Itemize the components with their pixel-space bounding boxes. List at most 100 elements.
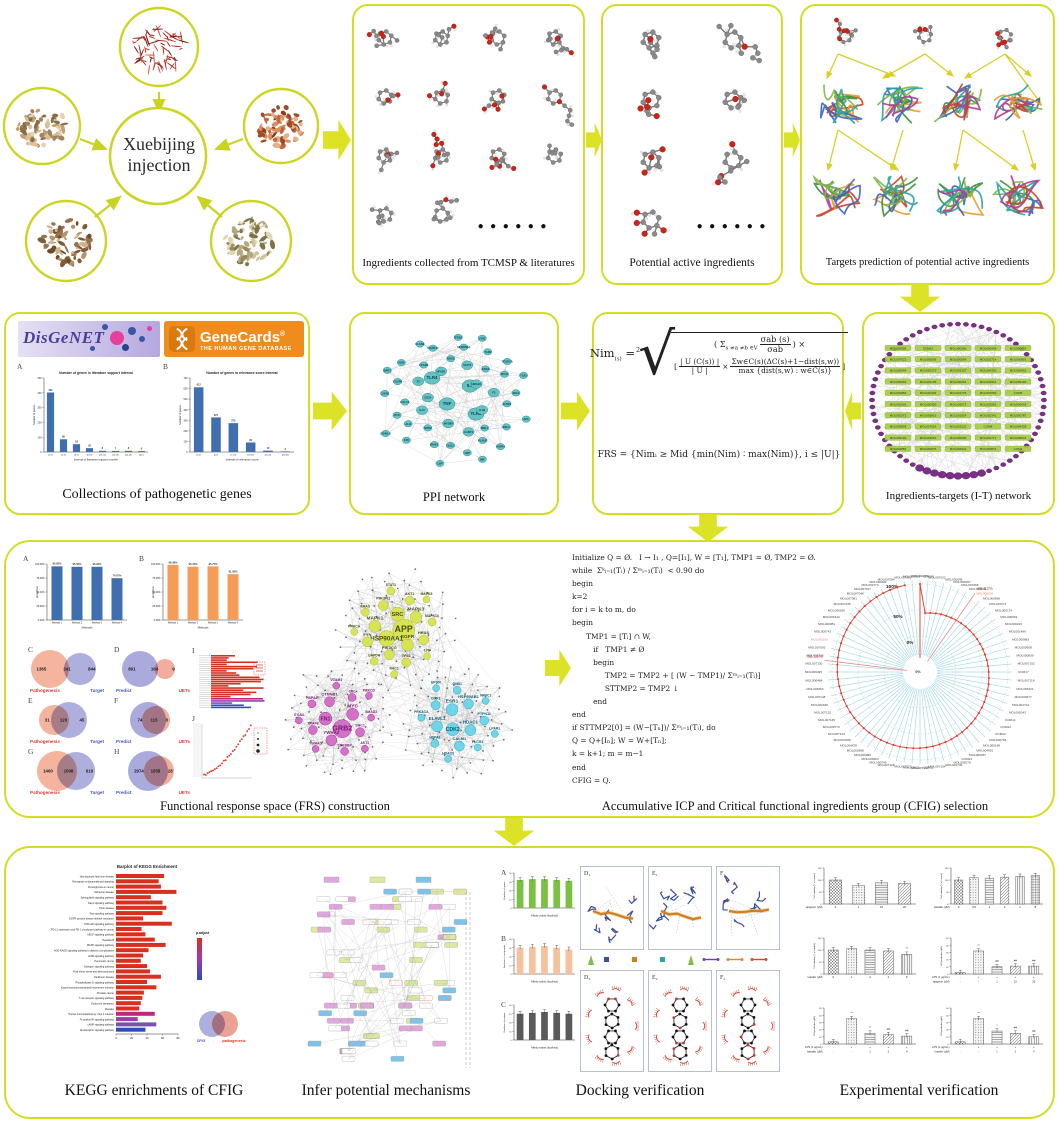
svg-text:Method 2: Method 2 (188, 622, 199, 625)
svg-text:MOL007068: MOL007068 (961, 583, 978, 587)
svg-text:EGFR: EGFR (401, 634, 415, 640)
svg-text:E₁: E₁ (652, 871, 658, 877)
ellipsis-ingredients: ● ● ● ● ● ● (477, 221, 549, 232)
svg-text:FGB: FGB (479, 336, 485, 340)
svg-text:40: 40 (509, 939, 512, 941)
genecards-dna-icon (169, 326, 195, 352)
docking-proteins-chart: 0 10 20 30 40 Numbers of proteins Affinity val… (498, 998, 578, 1067)
svg-text:MOL000422: MOL000422 (1010, 346, 1027, 350)
svg-text:MOL002773: MOL002773 (862, 583, 879, 587)
svg-text:TLR2: TLR2 (471, 411, 483, 416)
svg-text:MOL007118: MOL007118 (1018, 678, 1035, 682)
svg-text:90.16%: 90.16% (807, 654, 823, 659)
svg-text:##: ## (905, 1028, 909, 1032)
panel-ingredients (352, 4, 585, 285)
svg-text:8: 8 (102, 447, 104, 450)
svg-text:UETs: UETs (179, 688, 191, 693)
svg-text:##: ## (887, 1027, 891, 1031)
svg-text:MOL000096: MOL000096 (950, 436, 967, 440)
ingredients-molecules (355, 8, 582, 259)
svg-text:MOL000392: MOL000392 (890, 380, 907, 384)
panel-targets-prediction (800, 4, 1055, 285)
svg-text:AGE-RAGE signaling pathway in: AGE-RAGE signaling pathway in diabetic c… (54, 950, 115, 953)
svg-text:MOL000714: MOL000714 (995, 608, 1012, 612)
svg-text:ITGB2: ITGB2 (454, 335, 462, 339)
svg-text:MOL001002: MOL001002 (890, 402, 907, 406)
svg-text:Numbers of compounds: Numbers of compounds (503, 944, 506, 968)
svg-text:MOL006331: MOL006331 (950, 447, 967, 451)
svg-text:9: 9 (172, 667, 175, 672)
svg-text:**: ** (869, 1026, 872, 1030)
docking-genes-chart: 0 10 20 30 40 Numbers of genes Affinity values… (498, 866, 578, 935)
svg-text:50: 50 (946, 938, 949, 940)
svg-text:TNF: TNF (443, 401, 452, 406)
svg-text:10: 10 (509, 1031, 512, 1033)
svg-text:MOL002135: MOL002135 (920, 380, 937, 384)
svg-text:98.39%: 98.39% (169, 560, 178, 564)
svg-text:20: 20 (819, 1030, 822, 1032)
svg-text:HDAC1: HDAC1 (463, 720, 479, 725)
svg-text:2974: 2974 (134, 769, 144, 774)
svg-text:COM24: COM24 (961, 757, 972, 761)
svg-text:CBL: CBL (349, 689, 356, 693)
svg-text:CDK1: CDK1 (431, 697, 441, 701)
svg-text:MAPK14: MAPK14 (427, 346, 438, 350)
svg-text:600: 600 (184, 388, 189, 391)
svg-text:EP300: EP300 (431, 681, 441, 685)
caption-dock: Docking verification (575, 1082, 705, 1099)
svg-text:0: 0 (947, 974, 949, 976)
svg-text:HSPA8: HSPA8 (429, 735, 440, 739)
svg-text:50%: 50% (893, 614, 902, 619)
svg-text:MOL007059: MOL007059 (980, 391, 997, 395)
svg-text:MOL000062: MOL000062 (1000, 615, 1017, 619)
svg-text:MOL000173: MOL000173 (920, 369, 937, 373)
svg-text:D₁: D₁ (584, 871, 590, 877)
algorithm-line: for i = k to m, do (572, 605, 636, 615)
svg-text:Methods: Methods (198, 626, 209, 630)
svg-text:0: 0 (510, 908, 512, 910)
svg-text:MOL004941: MOL004941 (980, 380, 997, 384)
svg-text:-: - (833, 1050, 834, 1053)
svg-text:MOL005573: MOL005573 (950, 402, 967, 406)
svg-text:164: 164 (151, 667, 159, 672)
docking-3d-view: F₁ (716, 866, 780, 950)
svg-text:Alzheimer disease: Alzheimer disease (94, 891, 115, 894)
svg-text:8: 8 (128, 447, 130, 450)
svg-text:F2R: F2R (404, 438, 409, 442)
svg-text:GRB2: GRB2 (332, 724, 352, 733)
exp-chart: 0 50 100 150 ** luteolin (μM) 0 1 2 4 8 Cell viabil… (798, 930, 922, 1005)
svg-text:MOL007514: MOL007514 (920, 425, 937, 429)
svg-text:20: 20 (509, 1023, 512, 1025)
svg-text:8: 8 (1035, 905, 1037, 909)
svg-text:YWHAZ: YWHAZ (323, 730, 339, 735)
caption-kegg: KEGG enrichments of CFIG (64, 1082, 244, 1099)
svg-text:E₂: E₂ (652, 975, 658, 981)
svg-text:CRP: CRP (464, 451, 470, 455)
svg-text:IL1B: IL1B (479, 408, 485, 412)
svg-text:MOL007134: MOL007134 (828, 732, 845, 736)
svg-text:1058: 1058 (151, 769, 161, 774)
svg-text:CREBBP: CREBBP (337, 743, 352, 747)
svg-text:-: - (978, 1050, 979, 1053)
svg-text:NO production (μM): NO production (μM) (813, 1016, 816, 1036)
svg-text:[5,7): [5,7) (214, 455, 218, 457)
svg-text:TLR4: TLR4 (427, 375, 439, 380)
svg-text:MOL000484: MOL000484 (805, 678, 822, 682)
svg-text:H: H (114, 747, 120, 756)
svg-text:VCAM1: VCAM1 (419, 363, 429, 367)
svg-text:COM23: COM23 (1000, 725, 1011, 729)
svg-text:2: 2 (1004, 905, 1006, 909)
svg-text:26: 26 (88, 445, 91, 448)
svg-text:FCGR2A: FCGR2A (502, 359, 513, 363)
svg-text:RAC1: RAC1 (389, 667, 398, 671)
svg-text:75.00%: 75.00% (152, 577, 161, 580)
svg-text:MOL007093: MOL007093 (808, 645, 825, 649)
svg-text:Cell viability (% of control): Cell viability (% of control) (813, 873, 816, 898)
svg-text:MOL007022: MOL007022 (890, 358, 907, 362)
svg-text:90.83%: 90.83% (977, 586, 993, 591)
caption-ppi: PPI network (422, 490, 486, 504)
svg-text:0: 0 (832, 975, 834, 979)
svg-text:1: 1 (996, 1049, 998, 1053)
svg-text:HRAS: HRAS (418, 630, 430, 635)
svg-text:10: 10 (1014, 979, 1017, 983)
